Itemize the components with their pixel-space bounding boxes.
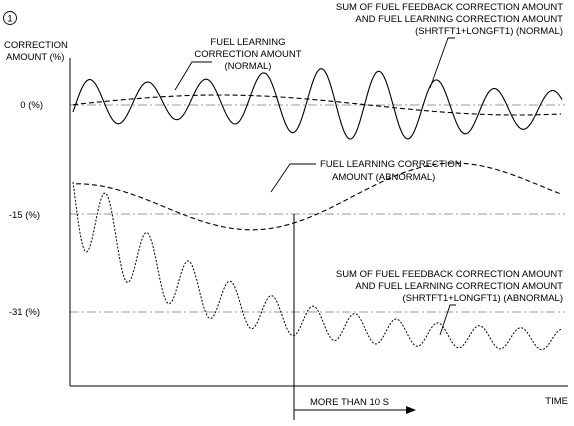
annotation-sum-abnormal: SUM OF FUEL FEEDBACK CORRECTION AMOUNT A… [336,269,563,336]
tick-label-minus-15: -15 (%) [9,210,40,221]
y-axis-label-line-2: AMOUNT (%) [6,52,64,63]
annotation-fuel-learning-normal-line-1: FUEL LEARNING [210,37,285,48]
leader-sum-abnormal [439,304,456,336]
annotation-sum-abnormal-line-1: SUM OF FUEL FEEDBACK CORRECTION AMOUNT [336,269,563,280]
annotation-sum-normal-line-2: AND FUEL LEARNING CORRECTION AMOUNT [355,14,563,25]
figure-marker-number: 1 [7,14,12,25]
fuel-learning-abnormal-curve [76,162,563,231]
x-axis-label: TIME [545,396,568,407]
annotation-fuel-learning-abnormal: FUEL LEARNING CORRECTION AMOUNT (ABNORMA… [270,159,462,193]
annotation-sum-normal-line-1: SUM OF FUEL FEEDBACK CORRECTION AMOUNT [336,2,563,13]
annotation-sum-normal: SUM OF FUEL FEEDBACK CORRECTION AMOUNT A… [336,2,563,89]
duration-label: MORE THAN 10 S [310,397,389,408]
annotation-fuel-learning-normal-line-2: CORRECTION AMOUNT [194,49,301,60]
duration-marker: MORE THAN 10 S [293,214,416,420]
sum-correction-normal-curve [72,68,563,140]
annotation-fuel-learning-abnormal-line-1: FUEL LEARNING CORRECTION [320,159,462,170]
annotation-fuel-learning-normal-line-3: (NORMAL) [225,61,272,72]
leader-sum-normal [429,37,455,89]
sum-correction-abnormal-curve [72,181,563,351]
annotation-sum-normal-line-3: (SHRTFT1+LONGFT1) (NORMAL) [415,26,563,37]
tick-label-0: 0 (%) [20,100,43,111]
leader-fuel-learning-normal [174,61,212,91]
annotation-fuel-learning-normal: FUEL LEARNING CORRECTION AMOUNT (NORMAL) [174,37,302,91]
annotation-sum-abnormal-line-3: (SHRTFT1+LONGFT1) (ABNORMAL) [402,293,563,304]
annotation-sum-abnormal-line-2: AND FUEL LEARNING CORRECTION AMOUNT [355,281,563,292]
figure-marker: 1 [3,11,17,25]
fuel-learning-normal-curve [72,94,562,116]
y-axis-label-line-1: CORRECTION [4,40,68,51]
tick-label-minus-31: -31 (%) [9,307,40,318]
annotation-fuel-learning-abnormal-line-2: AMOUNT (ABNORMAL) [332,172,435,183]
leader-fuel-learning-abnormal [270,163,316,193]
duration-arrow-head [406,406,416,414]
